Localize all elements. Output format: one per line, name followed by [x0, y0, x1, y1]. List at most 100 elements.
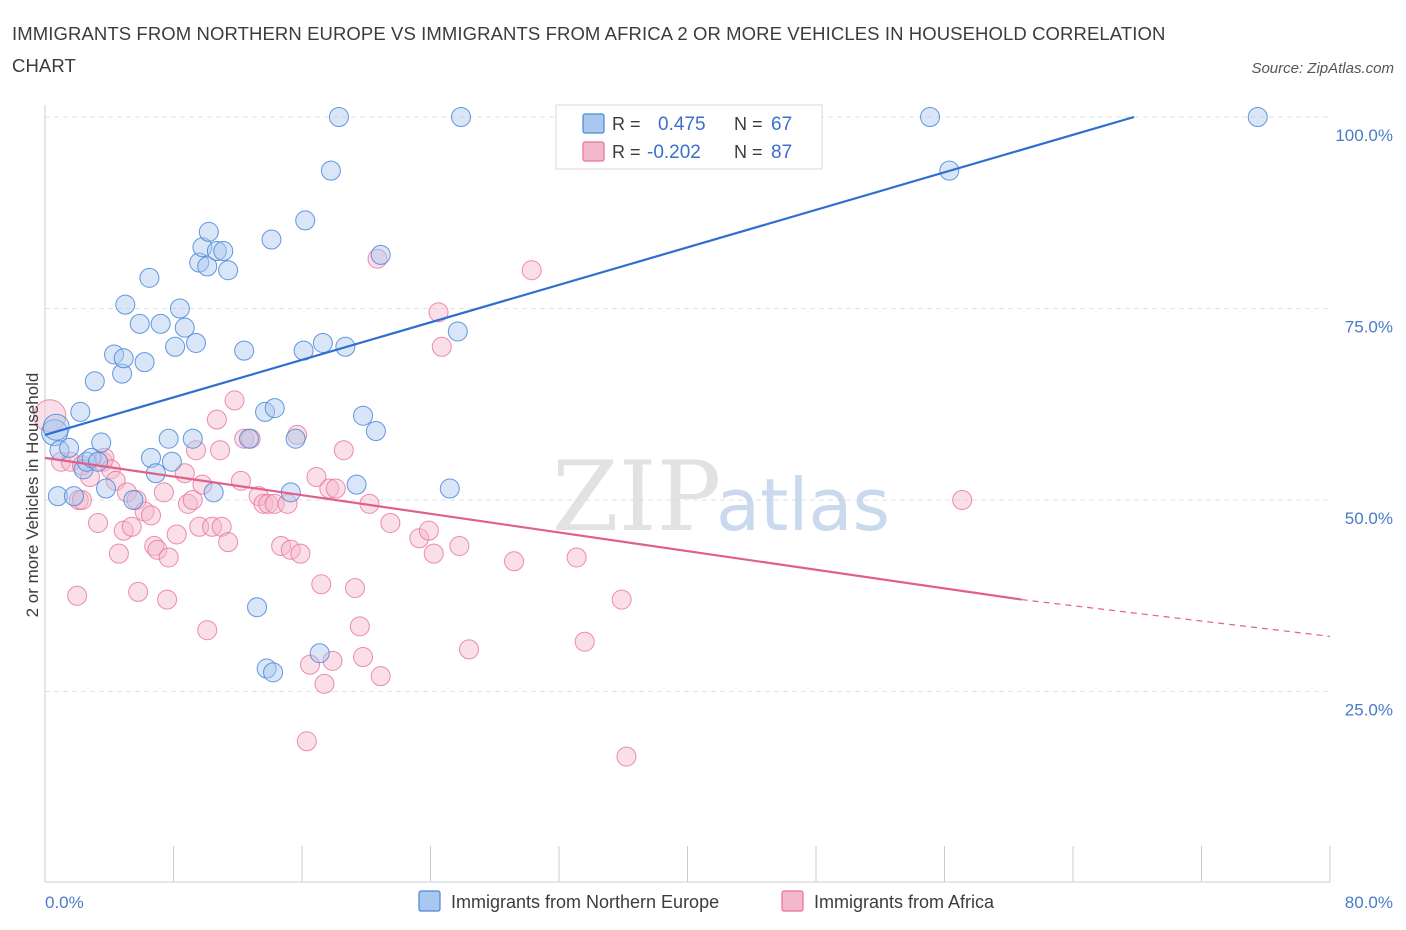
northern-europe-point-4 [47, 486, 68, 507]
northern-europe-point-35 [198, 221, 219, 242]
x-tick-label-0: 0.0% [45, 893, 84, 912]
trend-lines [44, 115, 1331, 637]
northern-europe-point-10 [91, 432, 112, 453]
northern-europe-point-40 [234, 340, 255, 361]
africa-point-67 [380, 512, 401, 533]
africa-point-36 [210, 440, 231, 461]
africa-point-23 [153, 482, 174, 503]
africa-point-44 [253, 493, 274, 514]
y-tick-label-2: 75.0% [1345, 318, 1393, 337]
africa-point-76 [521, 260, 542, 281]
legend-r-label-blue: R = [612, 114, 641, 134]
series-legend: Immigrants from Northern Europe Immigran… [418, 890, 995, 912]
africa-point-20 [141, 505, 162, 526]
source-label: Source: ZipAtlas.com [1251, 60, 1394, 77]
northern-europe-point-64 [920, 107, 941, 127]
northern-europe-point-45 [263, 662, 284, 683]
legend-r-label-pink: R = [612, 142, 641, 162]
africa-point-62 [349, 616, 370, 637]
africa-point-24 [157, 589, 178, 610]
legend-swatch-pink [582, 141, 605, 162]
y-axis-label: 2 or more Vehicles in Household [23, 373, 42, 618]
africa-point-66 [370, 666, 391, 687]
northern-europe-point-13 [70, 401, 91, 422]
legend-r-value-pink: -0.202 [647, 142, 701, 163]
series-legend-swatch-blue [418, 890, 441, 912]
northern-europe-point-5 [63, 486, 84, 507]
africa-point-26 [166, 524, 187, 545]
northern-europe-point-58 [353, 405, 374, 426]
africa-point-48 [277, 493, 298, 514]
africa-point-55 [311, 574, 332, 595]
northern-europe-point-59 [365, 421, 386, 442]
africa-point-75 [504, 551, 525, 572]
africa-point-81 [952, 490, 973, 510]
northern-europe-point-17 [113, 348, 134, 369]
africa-point-71 [428, 302, 449, 323]
africa-trend-line [44, 456, 1022, 601]
northern-europe-point-22 [141, 447, 162, 468]
northern-europe-point-11 [96, 478, 117, 499]
northern-europe-point-47 [261, 229, 282, 250]
northern-europe-point-30 [182, 428, 203, 449]
northern-europe-point-41 [238, 428, 259, 449]
northern-europe-point-37 [206, 241, 227, 262]
northern-europe-point-63 [451, 107, 472, 127]
chart-title: IMMIGRANTS FROM NORTHERN EUROPE VS IMMIG… [12, 23, 1166, 76]
africa-point-54 [306, 467, 327, 488]
africa-point-38 [218, 532, 239, 553]
northern-europe-point-34 [197, 256, 218, 277]
legend-swatch-blue [582, 113, 605, 134]
africa-point-13 [108, 543, 129, 564]
northern-europe-point-66 [1247, 107, 1268, 127]
africa-point-80 [616, 746, 637, 767]
series-legend-label-pink: Immigrants from Africa [814, 892, 995, 912]
africa-point-37 [211, 516, 232, 537]
legend-n-value-blue: 67 [771, 114, 792, 135]
legend-n-label-blue: N = [734, 114, 763, 134]
africa-point-57 [319, 478, 340, 499]
africa-point-58 [322, 650, 343, 671]
africa-point-70 [423, 543, 444, 564]
x-tick-labels: 0.0% 80.0% [45, 893, 1393, 912]
watermark-atlas: atlas [716, 463, 890, 547]
northern-europe-points [41, 107, 1268, 683]
africa-point-18 [128, 581, 149, 602]
northern-europe-point-38 [213, 241, 234, 262]
axes [44, 105, 1331, 883]
africa-point-73 [449, 535, 470, 556]
northern-europe-point-3 [59, 437, 80, 458]
africa-point-69 [418, 520, 439, 541]
northern-europe-point-49 [285, 428, 306, 449]
africa-point-63 [353, 647, 374, 668]
northern-europe-point-27 [165, 336, 186, 357]
legend-n-label-pink: N = [734, 142, 763, 162]
africa-point-59 [325, 478, 346, 499]
africa-point-30 [185, 440, 206, 461]
northern-europe-point-55 [328, 107, 349, 127]
northern-europe-point-61 [439, 478, 460, 499]
series-legend-swatch-pink [781, 890, 804, 912]
africa-point-33 [197, 620, 218, 641]
northern-europe-point-39 [218, 260, 239, 281]
y-tick-label-3: 100.0% [1335, 126, 1393, 145]
northern-europe-point-9 [88, 451, 109, 472]
y-tick-label-1: 50.0% [1345, 509, 1393, 528]
legend-r-value-blue: 0.475 [658, 114, 706, 135]
x-tick-label-1: 80.0% [1345, 893, 1393, 912]
northern-europe-point-57 [346, 474, 367, 495]
northern-europe-point-53 [312, 332, 333, 353]
africa-point-41 [234, 428, 255, 449]
northern-europe-point-36 [203, 482, 224, 503]
northern-europe-point-51 [295, 210, 316, 231]
series-legend-label-blue: Immigrants from Northern Europe [451, 892, 719, 912]
africa-point-65 [367, 248, 388, 269]
y-tick-label-0: 25.0% [1345, 701, 1393, 720]
northern-europe-point-21 [139, 267, 160, 288]
northern-europe-point-62 [447, 321, 468, 342]
africa-point-77 [566, 547, 587, 568]
africa-point-72 [431, 336, 452, 357]
africa-points [33, 248, 973, 767]
africa-point-4 [67, 585, 88, 606]
legend-n-value-pink: 87 [771, 142, 792, 163]
